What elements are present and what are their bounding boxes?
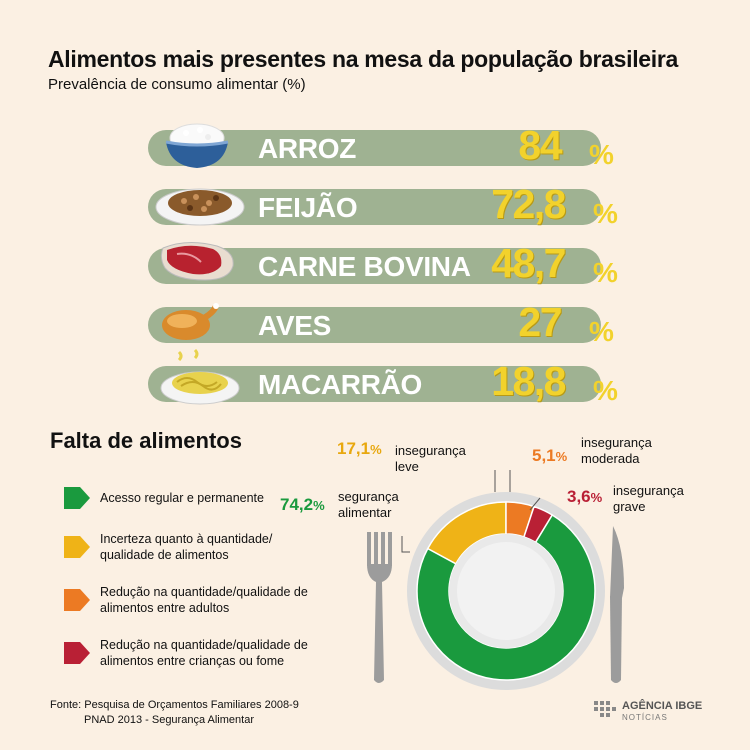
food-name: AVES bbox=[258, 310, 331, 341]
ring-label-seguranca: segurança alimentar bbox=[338, 489, 399, 520]
food-name: CARNE BOVINA bbox=[258, 251, 471, 282]
food-name: FEIJÃO bbox=[258, 192, 358, 223]
legend-marker bbox=[64, 536, 90, 558]
chart-subtitle: Prevalência de consumo alimentar (%) bbox=[48, 76, 306, 93]
legend-label: Incerteza quanto à quantidade/ qualidade… bbox=[100, 532, 273, 562]
chart-title: Alimentos mais presentes na mesa da popu… bbox=[48, 46, 679, 72]
ring-value-leve: 17,1% bbox=[337, 439, 382, 458]
food-bar-aves: AVES 27 % bbox=[148, 299, 614, 347]
food-name: MACARRÃO bbox=[258, 369, 423, 400]
logo-name: AGÊNCIA IBGE bbox=[622, 700, 703, 712]
pasta-plate-icon bbox=[160, 348, 240, 405]
food-value: 72,8 bbox=[491, 181, 566, 227]
legend-marker bbox=[64, 589, 90, 611]
source-line-2: PNAD 2013 - Segurança Alimentar bbox=[84, 714, 254, 726]
source-note: Fonte: Pesquisa de Orçamentos Familiares… bbox=[50, 698, 299, 728]
food-bar-macarrao: MACARRÃO 18,8 % bbox=[148, 358, 618, 406]
ring-label-moderada: insegurança moderada bbox=[581, 435, 652, 466]
ring-value-seguranca: 74,2% bbox=[280, 495, 325, 514]
section-title: Falta de alimentos bbox=[50, 428, 242, 453]
legend-marker bbox=[64, 487, 90, 509]
source-line-1: Fonte: Pesquisa de Orçamentos Familiares… bbox=[50, 699, 299, 711]
food-value: 27 bbox=[518, 299, 562, 345]
legend-label: Redução na quantidade/qualidade de alime… bbox=[100, 585, 308, 615]
ring-label-leve: insegurança leve bbox=[395, 443, 466, 474]
food-value: 18,8 bbox=[491, 358, 566, 404]
fork-icon bbox=[367, 532, 392, 683]
plate-inner bbox=[457, 542, 555, 640]
legend-marker bbox=[64, 642, 90, 664]
knife-icon bbox=[610, 526, 624, 683]
beans-plate-icon bbox=[155, 188, 245, 226]
logo-sub: NOTÍCIAS bbox=[622, 713, 668, 722]
food-name: ARROZ bbox=[258, 133, 357, 164]
food-security-donut bbox=[367, 470, 624, 690]
legend-label: Redução na quantidade/qualidade de alime… bbox=[100, 638, 308, 668]
food-value: 48,7 bbox=[491, 240, 566, 286]
roast-chicken-icon bbox=[162, 303, 219, 340]
legend-label: Acesso regular e permanente bbox=[100, 491, 264, 505]
food-value: 84 bbox=[518, 122, 562, 168]
beef-steak-icon bbox=[160, 242, 234, 281]
ibge-logo-icon bbox=[594, 701, 616, 717]
rice-bowl-icon bbox=[165, 123, 229, 168]
food-bar-arroz: ARROZ 84 % bbox=[148, 122, 614, 170]
ring-label-grave: insegurança grave bbox=[613, 483, 684, 514]
ring-value-grave: 3,6% bbox=[567, 487, 603, 506]
ring-value-moderada: 5,1% bbox=[532, 446, 568, 465]
